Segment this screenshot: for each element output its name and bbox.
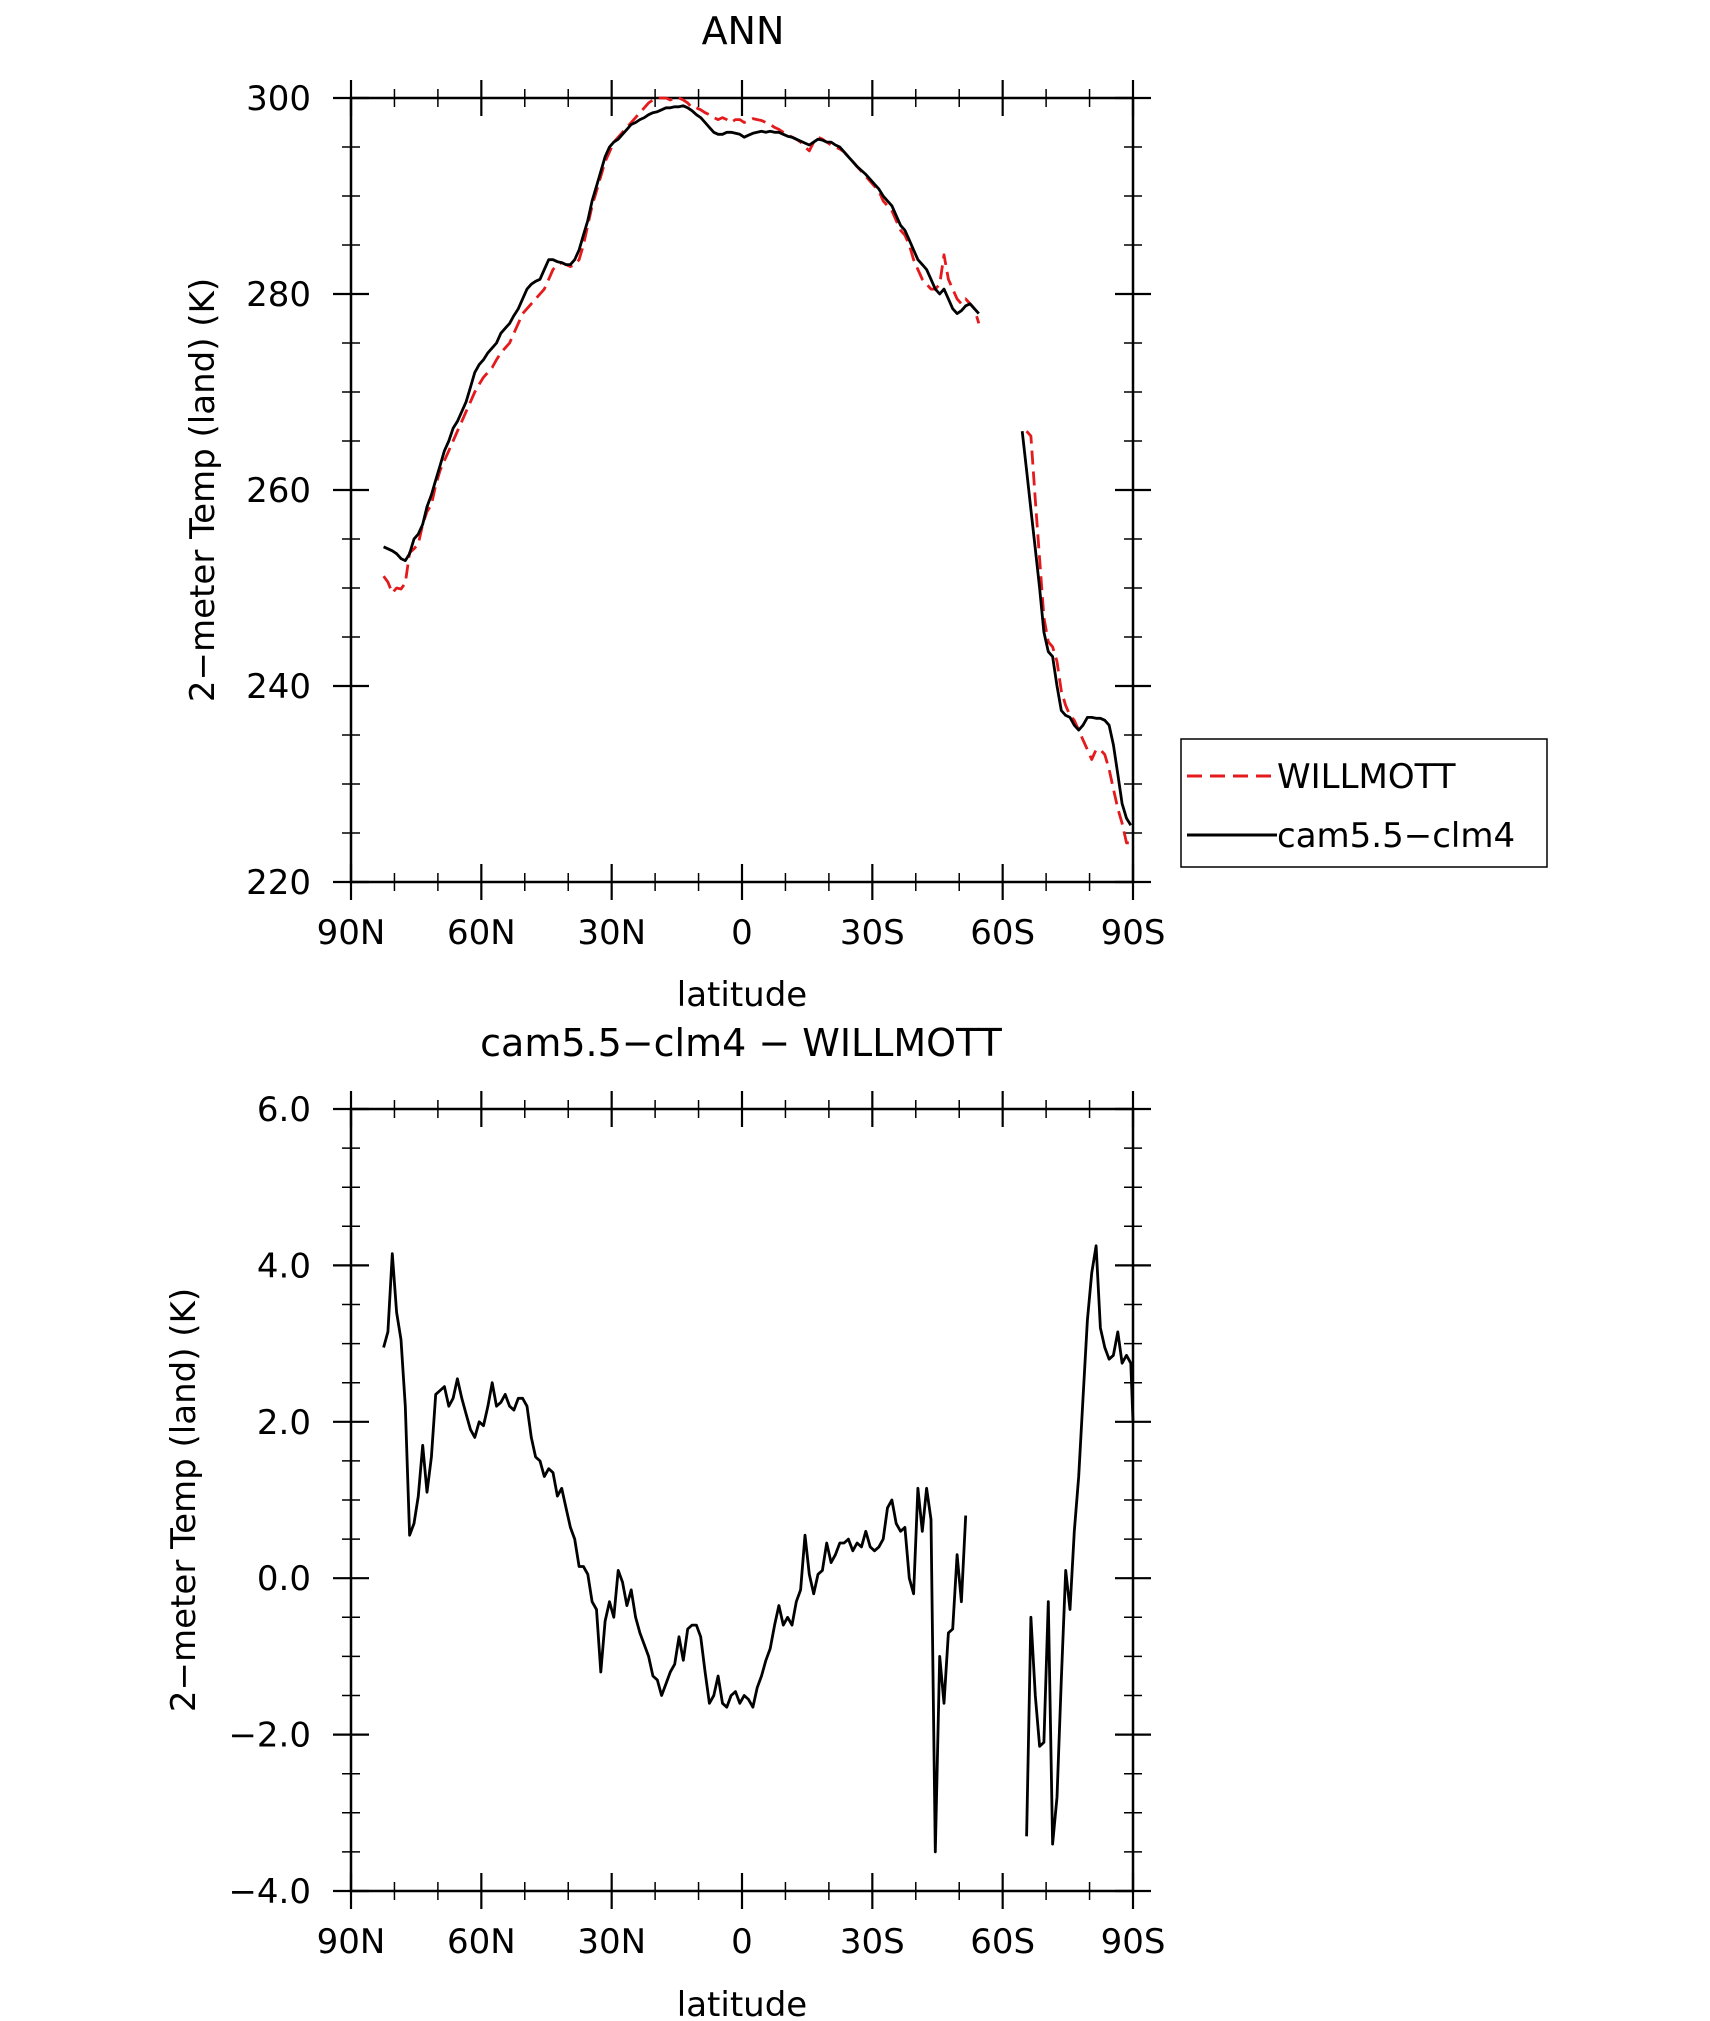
x-tick-label: 90S	[1101, 1922, 1166, 1962]
series-line-cam5-5-clm4-segment-1	[383, 104, 980, 562]
x-tick-label: 60S	[970, 913, 1035, 953]
top-chart-series	[382, 96, 1132, 845]
legend-label-cam55-clm4: cam5.5−clm4	[1277, 816, 1515, 856]
series-line-difference-segment-1	[382, 1252, 968, 1854]
series-line-cam5-5-clm4-segment-2	[1020, 431, 1132, 826]
y-tick-label: 280	[246, 275, 311, 315]
x-tick-label: 60N	[447, 1922, 516, 1962]
y-tick-label: 6.0	[257, 1090, 311, 1130]
x-tick-label: 90S	[1101, 913, 1166, 953]
y-tick-label: 2.0	[257, 1403, 311, 1443]
top-chart-legend: WILLMOTT cam5.5−clm4	[1180, 738, 1548, 868]
top-chart-ticks	[333, 80, 1151, 900]
bottom-chart-y-tick-labels: −4.0 −2.0 0.0 2.0 4.0 6.0	[228, 1090, 311, 1912]
y-tick-label: 240	[246, 667, 311, 707]
top-chart-y-axis-label: 2−meter Temp (land) (K)	[183, 278, 223, 702]
x-tick-label: 60N	[447, 913, 516, 953]
bottom-chart-ticks	[333, 1091, 1151, 1909]
bottom-chart-title: cam5.5−clm4 − WILLMOTT	[480, 1021, 1002, 1065]
x-tick-label: 30N	[577, 1922, 646, 1962]
x-tick-label: 30S	[840, 1922, 905, 1962]
x-tick-label: 90N	[317, 913, 386, 953]
x-tick-label: 60S	[970, 1922, 1035, 1962]
y-tick-label: 220	[246, 863, 311, 903]
x-tick-label: 0	[731, 1922, 753, 1962]
series-line-difference-segment-2	[1025, 1244, 1135, 1846]
top-chart-x-axis-label: latitude	[677, 975, 807, 1015]
y-tick-label: −4.0	[228, 1872, 311, 1912]
y-tick-label: 260	[246, 471, 311, 511]
bottom-chart-y-axis-label: 2−meter Temp (land) (K)	[164, 1288, 204, 1712]
series-line-willmott-segment-1	[382, 96, 981, 595]
y-tick-label: −2.0	[228, 1716, 311, 1756]
y-tick-label: 0.0	[257, 1559, 311, 1599]
bottom-chart-series	[382, 1244, 1135, 1854]
x-tick-label: 30S	[840, 913, 905, 953]
y-tick-label: 300	[246, 79, 311, 119]
bottom-chart-x-axis-label: latitude	[677, 1985, 807, 2021]
x-tick-label: 30N	[577, 913, 646, 953]
top-chart-title: ANN	[702, 9, 785, 53]
bottom-chart-x-tick-labels: 90N 60N 30N 0 30S 60S 90S	[317, 1922, 1166, 1962]
x-tick-label: 0	[731, 913, 753, 953]
legend-label-willmott: WILLMOTT	[1277, 757, 1456, 797]
bottom-chart: cam5.5−clm4 − WILLMOTT −4.0 −2.0 0.0 2.0 4.0…	[164, 1021, 1165, 2021]
x-tick-label: 90N	[317, 1922, 386, 1962]
top-chart-x-tick-labels: 90N 60N 30N 0 30S 60S 90S	[317, 913, 1166, 953]
y-tick-label: 4.0	[257, 1246, 311, 1286]
top-chart-y-tick-labels: 220 240 260 280 300	[246, 79, 311, 903]
legend-box	[1180, 738, 1548, 868]
